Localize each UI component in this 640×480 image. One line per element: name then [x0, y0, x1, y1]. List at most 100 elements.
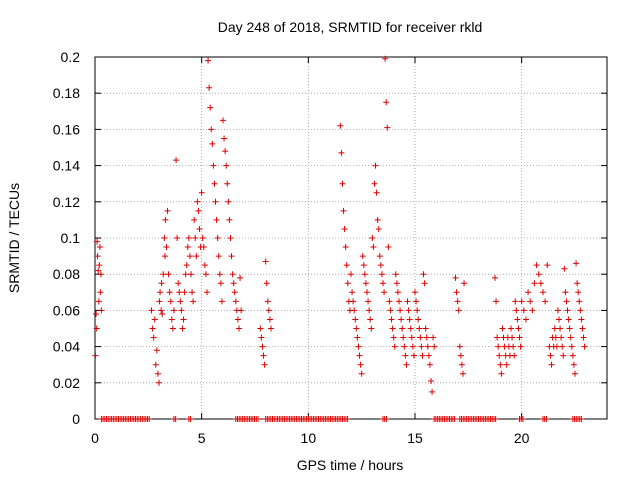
data-point [218, 298, 225, 305]
data-point [381, 289, 388, 296]
data-point [556, 316, 562, 323]
data-point [355, 343, 362, 350]
data-point [503, 361, 510, 368]
data-point [515, 325, 522, 332]
data-point [153, 347, 160, 354]
data-point [182, 271, 189, 278]
data-point [517, 343, 524, 350]
data-point [352, 316, 359, 323]
data-point [560, 352, 567, 359]
data-point [398, 316, 405, 323]
data-point [188, 271, 194, 278]
data-point [172, 416, 179, 422]
data-point [456, 343, 463, 350]
data-point [177, 298, 184, 305]
data-point [209, 140, 216, 147]
data-point [254, 416, 261, 422]
data-point [156, 298, 163, 305]
data-point [383, 416, 390, 422]
data-point [154, 370, 161, 377]
data-point [527, 298, 534, 305]
data-point [510, 343, 517, 350]
data-point [396, 298, 402, 305]
data-point [403, 361, 410, 368]
data-point [581, 343, 588, 350]
data-point [418, 343, 425, 350]
data-point [400, 334, 407, 341]
data-point [499, 325, 506, 332]
data-point [264, 298, 271, 305]
data-point [158, 280, 165, 287]
y-tick-label: 0.16 [53, 121, 80, 137]
data-point [164, 207, 171, 214]
data-point [183, 262, 190, 269]
data-point [399, 325, 406, 332]
data-point [231, 289, 238, 296]
data-point [236, 325, 242, 332]
y-tick-label: 0.14 [53, 158, 80, 174]
data-point [382, 55, 389, 62]
data-point [416, 325, 423, 332]
data-point [260, 352, 267, 359]
data-point [431, 343, 438, 350]
data-point [568, 343, 575, 350]
data-point [572, 370, 578, 377]
data-point [373, 189, 380, 196]
data-point [195, 207, 202, 214]
data-point [540, 289, 546, 296]
data-point [185, 235, 192, 241]
data-point [413, 298, 420, 305]
data-point [211, 180, 218, 187]
data-point [567, 334, 574, 341]
data-point [342, 244, 349, 251]
data-point [206, 84, 213, 91]
data-point [351, 307, 358, 314]
data-point [563, 298, 570, 305]
data-point [200, 244, 207, 251]
data-point [362, 280, 369, 287]
data-point [419, 352, 426, 359]
data-point [412, 289, 418, 296]
data-point [95, 298, 102, 305]
data-point [383, 99, 390, 106]
data-point [531, 280, 538, 287]
data-point [366, 307, 373, 314]
data-point [428, 377, 434, 384]
data-point [341, 225, 348, 232]
data-point [451, 416, 458, 422]
data-point [93, 311, 100, 318]
data-point [263, 280, 270, 287]
data-point [569, 352, 576, 359]
data-point [201, 262, 208, 269]
data-point [390, 334, 397, 341]
data-point [212, 198, 219, 205]
data-point [97, 271, 104, 278]
data-point [408, 334, 415, 341]
data-point [217, 280, 224, 287]
data-point [370, 244, 377, 251]
data-point [387, 307, 394, 314]
data-point [193, 253, 200, 260]
data-point [508, 325, 514, 332]
data-point [460, 370, 466, 377]
data-point [406, 316, 413, 323]
data-point [495, 343, 502, 350]
data-point [558, 334, 565, 341]
data-point [204, 289, 210, 296]
data-point [148, 307, 155, 314]
data-point [461, 280, 468, 287]
data-point [174, 235, 181, 241]
data-point [93, 325, 100, 332]
data-point [384, 124, 391, 131]
data-point [227, 235, 234, 241]
data-point [221, 135, 228, 142]
data-point [238, 307, 245, 314]
data-point [420, 271, 427, 278]
data-point [157, 289, 164, 296]
data-point [262, 258, 269, 265]
data-point [356, 352, 363, 359]
data-point [361, 271, 368, 278]
data-point [393, 280, 400, 287]
data-point [97, 289, 104, 296]
data-point [554, 307, 561, 314]
